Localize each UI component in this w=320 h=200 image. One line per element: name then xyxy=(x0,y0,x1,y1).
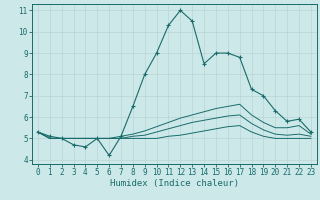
X-axis label: Humidex (Indice chaleur): Humidex (Indice chaleur) xyxy=(110,179,239,188)
